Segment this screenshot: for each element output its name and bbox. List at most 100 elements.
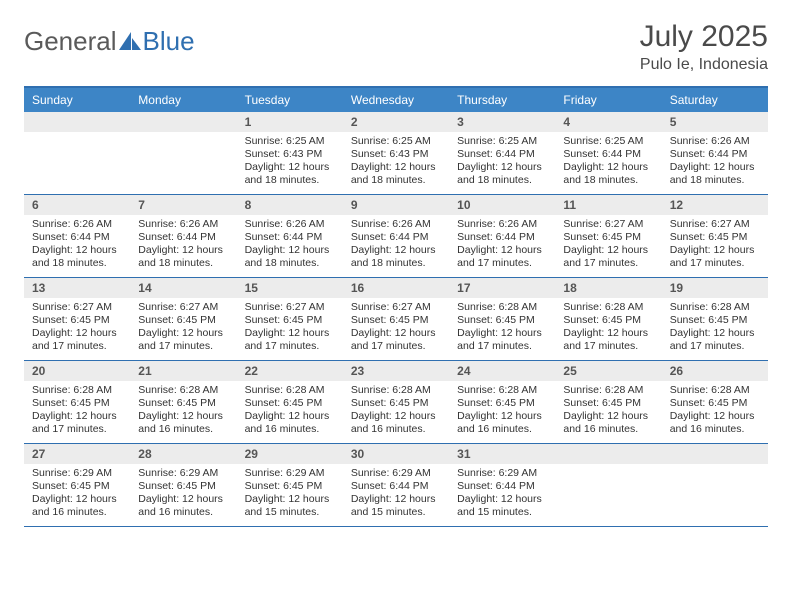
sunset-text: Sunset: 6:43 PM	[245, 148, 335, 161]
day-body: Sunrise: 6:26 AMSunset: 6:44 PMDaylight:…	[24, 215, 130, 277]
day-body: Sunrise: 6:28 AMSunset: 6:45 PMDaylight:…	[24, 381, 130, 443]
day-number: 28	[130, 444, 236, 464]
sunrise-text: Sunrise: 6:29 AM	[351, 467, 441, 480]
sunrise-text: Sunrise: 6:28 AM	[563, 384, 653, 397]
day-number: 20	[24, 361, 130, 381]
day-body: Sunrise: 6:26 AMSunset: 6:44 PMDaylight:…	[343, 215, 449, 277]
sunrise-text: Sunrise: 6:25 AM	[351, 135, 441, 148]
day-cell: 10Sunrise: 6:26 AMSunset: 6:44 PMDayligh…	[449, 195, 555, 277]
day-body: Sunrise: 6:28 AMSunset: 6:45 PMDaylight:…	[449, 298, 555, 360]
day-cell	[130, 112, 236, 194]
sunset-text: Sunset: 6:45 PM	[351, 397, 441, 410]
daylight-text: Daylight: 12 hours and 16 minutes.	[351, 410, 441, 436]
month-title: July 2025	[640, 20, 768, 54]
sunset-text: Sunset: 6:44 PM	[351, 231, 441, 244]
daylight-text: Daylight: 12 hours and 16 minutes.	[245, 410, 335, 436]
daylight-text: Daylight: 12 hours and 16 minutes.	[32, 493, 122, 519]
sunrise-text: Sunrise: 6:29 AM	[138, 467, 228, 480]
day-cell: 26Sunrise: 6:28 AMSunset: 6:45 PMDayligh…	[662, 361, 768, 443]
day-cell: 19Sunrise: 6:28 AMSunset: 6:45 PMDayligh…	[662, 278, 768, 360]
day-cell: 6Sunrise: 6:26 AMSunset: 6:44 PMDaylight…	[24, 195, 130, 277]
day-body: Sunrise: 6:25 AMSunset: 6:44 PMDaylight:…	[449, 132, 555, 194]
day-body: Sunrise: 6:29 AMSunset: 6:45 PMDaylight:…	[237, 464, 343, 526]
sunrise-text: Sunrise: 6:28 AM	[670, 301, 760, 314]
sunrise-text: Sunrise: 6:26 AM	[457, 218, 547, 231]
sunrise-text: Sunrise: 6:27 AM	[245, 301, 335, 314]
day-number	[130, 112, 236, 132]
day-of-week-header: Wednesday	[343, 88, 449, 112]
sunset-text: Sunset: 6:45 PM	[138, 480, 228, 493]
day-number: 3	[449, 112, 555, 132]
week-row: 27Sunrise: 6:29 AMSunset: 6:45 PMDayligh…	[24, 444, 768, 527]
sunset-text: Sunset: 6:44 PM	[32, 231, 122, 244]
daylight-text: Daylight: 12 hours and 17 minutes.	[670, 244, 760, 270]
daylight-text: Daylight: 12 hours and 16 minutes.	[138, 410, 228, 436]
day-cell: 20Sunrise: 6:28 AMSunset: 6:45 PMDayligh…	[24, 361, 130, 443]
day-number	[662, 444, 768, 464]
day-body: Sunrise: 6:26 AMSunset: 6:44 PMDaylight:…	[662, 132, 768, 194]
logo-text-general: General	[24, 26, 117, 57]
day-number: 10	[449, 195, 555, 215]
calendar: SundayMondayTuesdayWednesdayThursdayFrid…	[24, 86, 768, 527]
day-cell: 16Sunrise: 6:27 AMSunset: 6:45 PMDayligh…	[343, 278, 449, 360]
daylight-text: Daylight: 12 hours and 17 minutes.	[32, 327, 122, 353]
day-number: 6	[24, 195, 130, 215]
day-body: Sunrise: 6:25 AMSunset: 6:44 PMDaylight:…	[555, 132, 661, 194]
sunrise-text: Sunrise: 6:28 AM	[457, 301, 547, 314]
day-number: 22	[237, 361, 343, 381]
sunrise-text: Sunrise: 6:27 AM	[670, 218, 760, 231]
daylight-text: Daylight: 12 hours and 17 minutes.	[245, 327, 335, 353]
day-body	[662, 464, 768, 526]
day-number: 14	[130, 278, 236, 298]
sunrise-text: Sunrise: 6:26 AM	[245, 218, 335, 231]
day-cell: 25Sunrise: 6:28 AMSunset: 6:45 PMDayligh…	[555, 361, 661, 443]
daylight-text: Daylight: 12 hours and 17 minutes.	[457, 327, 547, 353]
day-body: Sunrise: 6:27 AMSunset: 6:45 PMDaylight:…	[130, 298, 236, 360]
day-body: Sunrise: 6:26 AMSunset: 6:44 PMDaylight:…	[237, 215, 343, 277]
day-number: 19	[662, 278, 768, 298]
location-label: Pulo Ie, Indonesia	[640, 56, 768, 74]
day-number: 16	[343, 278, 449, 298]
day-body: Sunrise: 6:27 AMSunset: 6:45 PMDaylight:…	[237, 298, 343, 360]
day-number: 8	[237, 195, 343, 215]
daylight-text: Daylight: 12 hours and 17 minutes.	[351, 327, 441, 353]
day-cell: 15Sunrise: 6:27 AMSunset: 6:45 PMDayligh…	[237, 278, 343, 360]
day-body: Sunrise: 6:28 AMSunset: 6:45 PMDaylight:…	[555, 298, 661, 360]
day-number: 24	[449, 361, 555, 381]
day-cell: 11Sunrise: 6:27 AMSunset: 6:45 PMDayligh…	[555, 195, 661, 277]
sunrise-text: Sunrise: 6:25 AM	[457, 135, 547, 148]
day-cell	[662, 444, 768, 526]
daylight-text: Daylight: 12 hours and 17 minutes.	[670, 327, 760, 353]
day-of-week-header: Monday	[130, 88, 236, 112]
sunset-text: Sunset: 6:45 PM	[457, 397, 547, 410]
day-number: 4	[555, 112, 661, 132]
sunset-text: Sunset: 6:45 PM	[245, 314, 335, 327]
sunrise-text: Sunrise: 6:26 AM	[32, 218, 122, 231]
day-cell: 12Sunrise: 6:27 AMSunset: 6:45 PMDayligh…	[662, 195, 768, 277]
day-cell: 9Sunrise: 6:26 AMSunset: 6:44 PMDaylight…	[343, 195, 449, 277]
daylight-text: Daylight: 12 hours and 18 minutes.	[32, 244, 122, 270]
sunset-text: Sunset: 6:45 PM	[670, 231, 760, 244]
day-number: 26	[662, 361, 768, 381]
day-number: 25	[555, 361, 661, 381]
day-cell: 31Sunrise: 6:29 AMSunset: 6:44 PMDayligh…	[449, 444, 555, 526]
day-body: Sunrise: 6:29 AMSunset: 6:44 PMDaylight:…	[449, 464, 555, 526]
day-number: 7	[130, 195, 236, 215]
day-number	[555, 444, 661, 464]
day-number: 11	[555, 195, 661, 215]
week-row: 1Sunrise: 6:25 AMSunset: 6:43 PMDaylight…	[24, 112, 768, 195]
day-body: Sunrise: 6:27 AMSunset: 6:45 PMDaylight:…	[24, 298, 130, 360]
day-number: 1	[237, 112, 343, 132]
week-row: 6Sunrise: 6:26 AMSunset: 6:44 PMDaylight…	[24, 195, 768, 278]
day-cell: 27Sunrise: 6:29 AMSunset: 6:45 PMDayligh…	[24, 444, 130, 526]
daylight-text: Daylight: 12 hours and 15 minutes.	[351, 493, 441, 519]
day-body: Sunrise: 6:25 AMSunset: 6:43 PMDaylight:…	[343, 132, 449, 194]
sunrise-text: Sunrise: 6:28 AM	[32, 384, 122, 397]
days-of-week-row: SundayMondayTuesdayWednesdayThursdayFrid…	[24, 88, 768, 112]
sunrise-text: Sunrise: 6:27 AM	[32, 301, 122, 314]
day-body: Sunrise: 6:28 AMSunset: 6:45 PMDaylight:…	[555, 381, 661, 443]
day-cell: 18Sunrise: 6:28 AMSunset: 6:45 PMDayligh…	[555, 278, 661, 360]
daylight-text: Daylight: 12 hours and 15 minutes.	[245, 493, 335, 519]
day-cell: 3Sunrise: 6:25 AMSunset: 6:44 PMDaylight…	[449, 112, 555, 194]
sunrise-text: Sunrise: 6:26 AM	[670, 135, 760, 148]
